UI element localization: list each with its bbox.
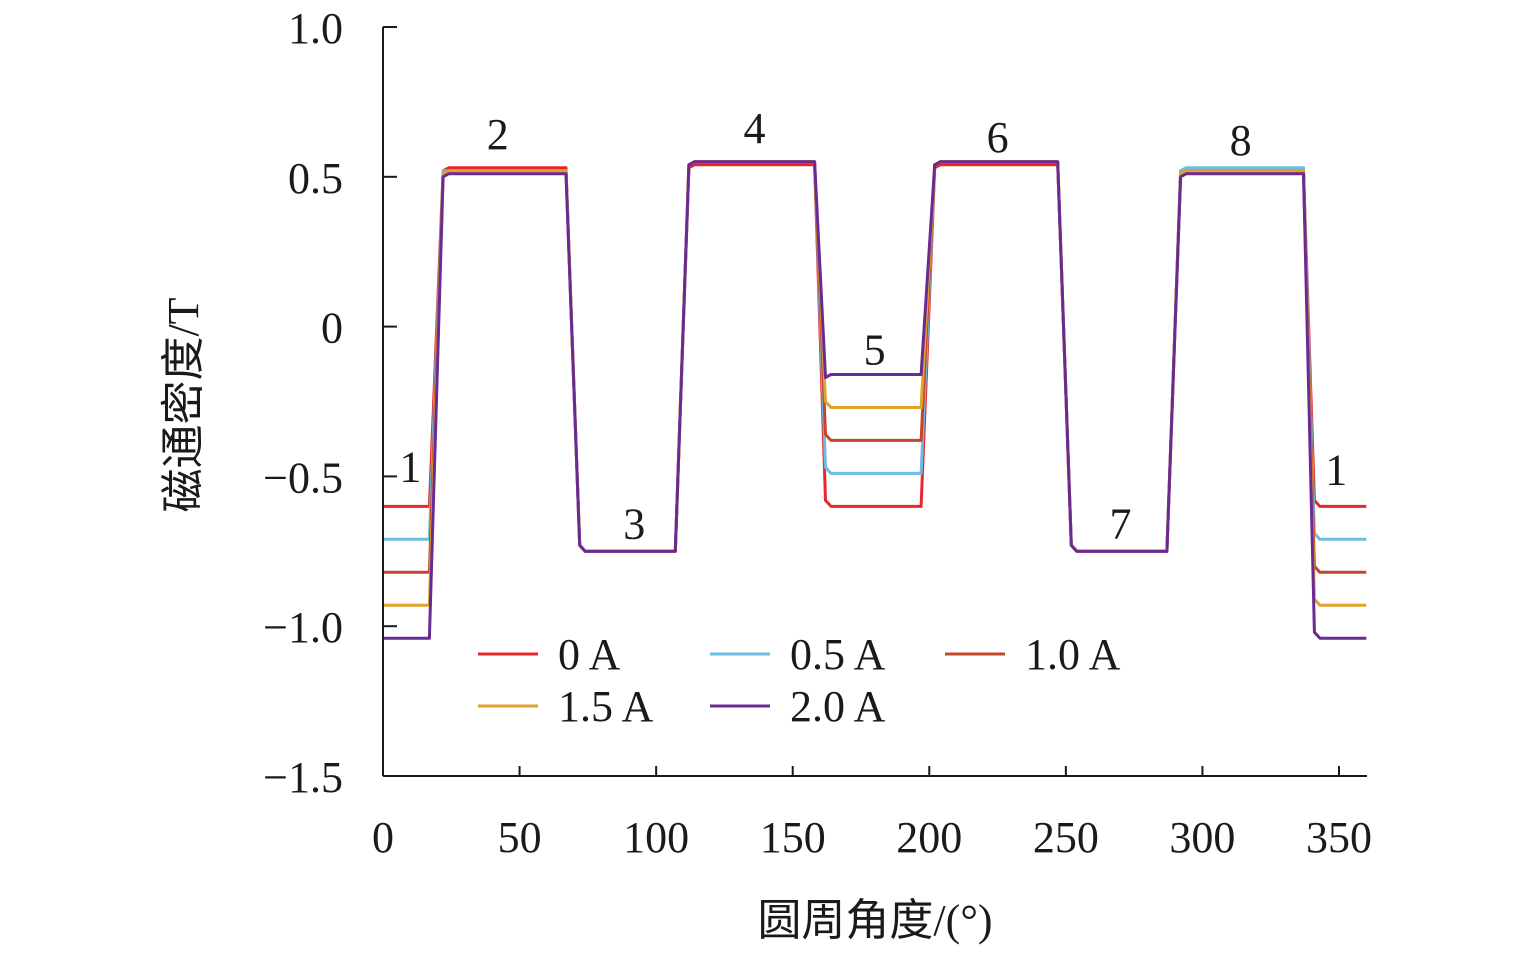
region-label: 1 xyxy=(399,442,421,491)
y-tick-label: 1.0 xyxy=(288,4,343,53)
y-tick-label: −1.0 xyxy=(263,603,343,652)
y-axis-title: 磁通密度/T xyxy=(159,297,208,512)
legend-label: 0 A xyxy=(558,630,621,679)
series-line-2-0-a xyxy=(383,160,1367,640)
region-label: 3 xyxy=(623,499,645,548)
plot-area xyxy=(383,160,1367,640)
series-line-1-5-a xyxy=(383,160,1367,607)
legend-label: 1.5 A xyxy=(558,682,654,731)
x-tick-label: 50 xyxy=(498,813,542,862)
x-tick-label: 100 xyxy=(623,813,689,862)
legend: 0 A 0.5 A 1.0 A 1.5 A 2.0 A xyxy=(478,630,1121,731)
y-tick-label: −1.5 xyxy=(263,753,343,802)
y-tick-label: 0 xyxy=(321,304,343,353)
x-tick-label: 350 xyxy=(1306,813,1372,862)
x-ticks: 0 50 100 150 200 250 300 350 xyxy=(372,766,1372,862)
y-tick-label: −0.5 xyxy=(263,453,343,502)
region-label: 2 xyxy=(487,110,509,159)
x-tick-label: 150 xyxy=(760,813,826,862)
region-label: 6 xyxy=(987,113,1009,162)
region-label: 4 xyxy=(743,104,765,153)
legend-label: 2.0 A xyxy=(790,682,886,731)
region-label: 5 xyxy=(864,326,886,375)
x-axis-title: 圆周角度/(°) xyxy=(757,896,992,945)
x-tick-label: 0 xyxy=(372,813,394,862)
region-label: 1 xyxy=(1325,445,1347,494)
region-label: 8 xyxy=(1230,116,1252,165)
legend-label: 0.5 A xyxy=(790,630,886,679)
y-ticks: 1.0 0.5 0 −0.5 −1.0 −1.5 xyxy=(263,4,397,802)
y-tick-label: 0.5 xyxy=(288,154,343,203)
region-labels: 1 2 3 4 5 6 7 8 1 xyxy=(399,104,1347,548)
legend-label: 1.0 A xyxy=(1025,630,1121,679)
x-tick-label: 250 xyxy=(1033,813,1099,862)
region-label: 7 xyxy=(1109,499,1131,548)
x-tick-label: 200 xyxy=(896,813,962,862)
x-tick-label: 300 xyxy=(1169,813,1235,862)
